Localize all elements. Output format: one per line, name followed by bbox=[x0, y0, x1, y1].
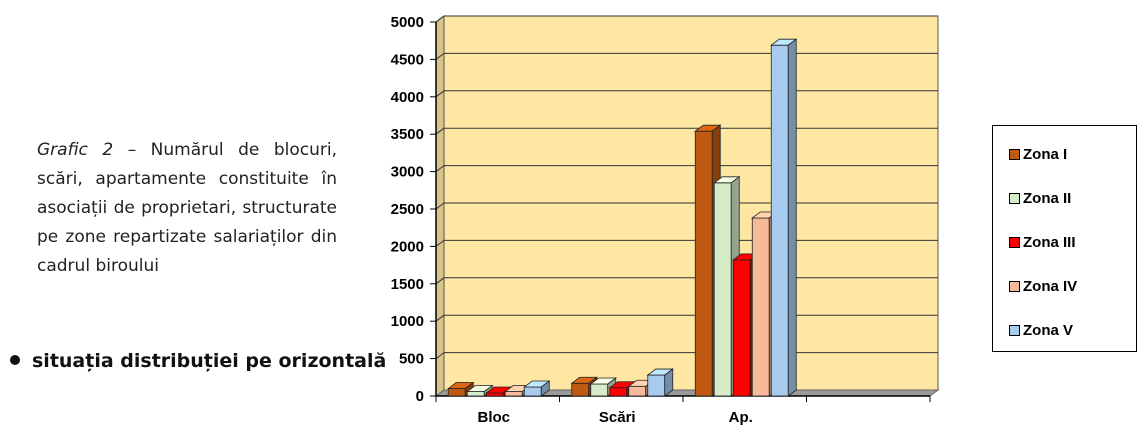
chart-legend: Zona I Zona II Zona III Zona IV Zona V bbox=[992, 125, 1137, 352]
bar bbox=[647, 374, 666, 397]
x-category-label: Ap. bbox=[729, 409, 753, 426]
y-tick-label: 0 bbox=[416, 388, 424, 405]
gridline-side bbox=[435, 314, 445, 322]
legend-item: Zona III bbox=[1009, 234, 1076, 251]
bar bbox=[447, 388, 466, 397]
caption-text: – Numărul de blocuri, scări, apartamente… bbox=[37, 140, 337, 276]
gridline-side bbox=[435, 127, 445, 135]
y-tick-label: 4500 bbox=[391, 51, 424, 68]
bar bbox=[732, 259, 751, 397]
y-tick-label: 3000 bbox=[391, 164, 424, 181]
y-tick-label: 2500 bbox=[391, 201, 424, 218]
legend-item: Zona IV bbox=[1009, 278, 1077, 295]
y-tick-label: 1500 bbox=[391, 276, 424, 293]
bullet-text: situația distribuției pe orizontală bbox=[32, 350, 387, 372]
legend-swatch bbox=[1009, 280, 1020, 292]
legend-label: Zona II bbox=[1023, 190, 1072, 207]
caption-title: Grafic 2 bbox=[37, 140, 114, 160]
bar bbox=[571, 382, 590, 397]
bar bbox=[504, 391, 523, 397]
gridline-side bbox=[435, 53, 445, 60]
y-tick-label: 5000 bbox=[391, 14, 424, 31]
bullet-dot bbox=[10, 354, 20, 365]
legend-label: Zona V bbox=[1023, 322, 1074, 339]
bar bbox=[694, 130, 713, 397]
chart-caption: Grafic 2 – Numărul de blocuri, scări, ap… bbox=[37, 136, 337, 281]
legend-swatch bbox=[1009, 324, 1020, 336]
bar bbox=[466, 391, 485, 397]
legend-swatch bbox=[1009, 148, 1020, 160]
bar-side bbox=[540, 380, 550, 397]
bar-side bbox=[787, 38, 797, 397]
gridline-side bbox=[435, 277, 445, 285]
legend-label: Zona IV bbox=[1023, 278, 1078, 295]
legend-item: Zona V bbox=[1009, 322, 1073, 339]
bar bbox=[590, 383, 609, 397]
y-tick-label: 2000 bbox=[391, 238, 424, 255]
legend-swatch bbox=[1009, 192, 1020, 204]
y-tick-label: 500 bbox=[399, 351, 424, 368]
legend-item: Zona II bbox=[1009, 190, 1071, 207]
gridline-side bbox=[435, 239, 445, 247]
gridline-side bbox=[435, 90, 445, 98]
bar bbox=[751, 217, 770, 397]
bar bbox=[523, 386, 542, 397]
gridline-side bbox=[435, 352, 445, 360]
bar bbox=[713, 182, 732, 397]
bar bbox=[628, 385, 647, 397]
gridline-side bbox=[435, 15, 445, 23]
bar bbox=[609, 387, 628, 397]
section-bullet: situația distribuției pe orizontală bbox=[10, 350, 386, 372]
y-tick-label: 1000 bbox=[391, 313, 424, 330]
bar bbox=[485, 392, 504, 397]
gridline-side bbox=[435, 202, 445, 210]
legend-swatch bbox=[1009, 236, 1020, 248]
legend-item: Zona I bbox=[1009, 146, 1067, 163]
bar-side bbox=[664, 368, 674, 397]
legend-label: Zona I bbox=[1023, 146, 1068, 163]
legend-label: Zona III bbox=[1023, 234, 1076, 251]
x-category-label: Scări bbox=[599, 409, 636, 426]
bar bbox=[770, 44, 789, 397]
y-tick-label: 4000 bbox=[391, 89, 424, 106]
x-category-label: Bloc bbox=[477, 409, 510, 426]
y-tick-label: 3500 bbox=[391, 126, 424, 143]
gridline-side bbox=[435, 165, 445, 173]
